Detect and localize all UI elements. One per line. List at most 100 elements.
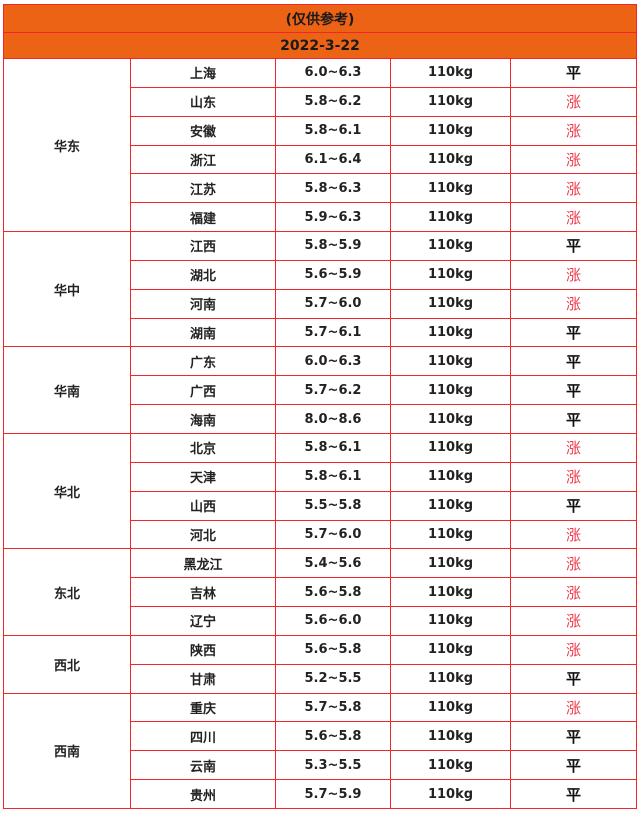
price-cell: 5.7~6.1	[275, 317, 391, 348]
price-cell: 5.2~5.5	[275, 663, 391, 694]
province-cell: 浙江	[130, 144, 276, 175]
price-cell: 5.7~6.0	[275, 288, 391, 319]
province-cell: 海南	[130, 404, 276, 434]
price-cell: 5.3~5.5	[275, 750, 391, 781]
table-row: 山西 5.5~5.8 110kg 平	[4, 490, 638, 521]
price-cell: 5.7~5.8	[275, 692, 391, 723]
price-cell: 5.9~6.3	[275, 202, 391, 233]
trend-cell: 平	[509, 721, 638, 752]
price-cell: 5.8~6.1	[275, 461, 391, 492]
table-row: 贵州 5.7~5.9 110kg 平	[4, 779, 638, 809]
weight-cell: 110kg	[390, 317, 511, 348]
trend-cell: 平	[509, 231, 638, 261]
region-cell: 西南	[3, 692, 131, 809]
weight-cell: 110kg	[390, 58, 511, 88]
region-cell: 西北	[3, 634, 131, 694]
weight-cell: 110kg	[390, 490, 511, 521]
price-cell: 6.0~6.3	[275, 346, 391, 377]
weight-cell: 110kg	[390, 375, 511, 406]
trend-cell: 平	[509, 317, 638, 348]
province-cell: 湖南	[130, 317, 276, 348]
price-cell: 5.8~6.1	[275, 115, 391, 146]
weight-cell: 110kg	[390, 115, 511, 146]
note-row: (仅供参考)	[2, 4, 638, 33]
province-cell: 云南	[130, 750, 276, 781]
province-cell: 上海	[130, 58, 276, 88]
table-row: 河南 5.7~6.0 110kg 涨	[4, 288, 638, 319]
trend-cell: 平	[509, 404, 638, 434]
province-cell: 广西	[130, 375, 276, 406]
trend-cell: 涨	[509, 577, 638, 608]
table-row: 华东 上海 6.0~6.3 110kg 平	[3, 57, 638, 233]
trend-cell: 涨	[509, 86, 638, 117]
price-cell: 5.5~5.8	[275, 490, 391, 521]
table-row: 广西 5.7~6.2 110kg 平	[4, 375, 638, 406]
price-table: (仅供参考) 2022-3-22 华东 上海 6.0~6.3 110kg 平山东 5.8~…	[2, 4, 638, 809]
price-cell: 5.7~6.0	[275, 519, 391, 550]
province-cell: 福建	[130, 202, 276, 233]
region-cell: 华东	[3, 57, 131, 233]
table-row: 安徽 5.8~6.1 110kg 涨	[4, 115, 638, 146]
weight-cell: 110kg	[390, 404, 511, 434]
weight-cell: 110kg	[390, 202, 511, 233]
province-cell: 湖北	[130, 259, 276, 290]
province-cell: 辽宁	[130, 606, 276, 636]
province-cell: 山东	[130, 86, 276, 117]
weight-cell: 110kg	[390, 231, 511, 261]
price-cell: 5.6~5.8	[275, 721, 391, 752]
table-row: 华中 江西 5.8~5.9 110kg 平	[3, 231, 638, 348]
table-row: 甘肃 5.2~5.5 110kg 平	[4, 663, 638, 694]
province-cell: 江苏	[130, 173, 276, 204]
trend-cell: 平	[509, 346, 638, 377]
table-row: 天津 5.8~6.1 110kg 涨	[4, 461, 638, 492]
table-row: 浙江 6.1~6.4 110kg 涨	[4, 144, 638, 175]
weight-cell: 110kg	[390, 432, 511, 463]
table-row: 湖南 5.7~6.1 110kg 平	[4, 317, 638, 348]
table-row: 湖北 5.6~5.9 110kg 涨	[4, 259, 638, 290]
weight-cell: 110kg	[390, 519, 511, 550]
weight-cell: 110kg	[390, 577, 511, 608]
table-row: 华南 广东 6.0~6.3 110kg 平	[3, 346, 638, 434]
weight-cell: 110kg	[390, 346, 511, 377]
table-row: 福建 5.9~6.3 110kg 涨	[4, 202, 638, 233]
price-cell: 6.0~6.3	[275, 58, 391, 88]
table-row: 江苏 5.8~6.3 110kg 涨	[4, 173, 638, 204]
trend-cell: 涨	[509, 692, 638, 723]
weight-cell: 110kg	[390, 663, 511, 694]
province-cell: 四川	[130, 721, 276, 752]
price-cell: 5.4~5.6	[275, 548, 391, 579]
weight-cell: 110kg	[390, 779, 511, 809]
trend-cell: 涨	[509, 461, 638, 492]
region-cell: 华北	[3, 432, 131, 550]
province-cell: 山西	[130, 490, 276, 521]
province-cell: 吉林	[130, 577, 276, 608]
table-row: 吉林 5.6~5.8 110kg 涨	[4, 577, 638, 608]
weight-cell: 110kg	[390, 692, 511, 723]
trend-cell: 涨	[509, 259, 638, 290]
province-cell: 重庆	[130, 692, 276, 723]
province-cell: 黑龙江	[130, 548, 276, 579]
trend-cell: 平	[509, 750, 638, 781]
province-cell: 河北	[130, 519, 276, 550]
table-row: 云南 5.3~5.5 110kg 平	[4, 750, 638, 781]
trend-cell: 涨	[509, 548, 638, 579]
table-row: 山东 5.8~6.2 110kg 涨	[4, 86, 638, 117]
province-cell: 天津	[130, 461, 276, 492]
price-cell: 6.1~6.4	[275, 144, 391, 175]
trend-cell: 涨	[509, 115, 638, 146]
region-cell: 东北	[3, 548, 131, 636]
province-cell: 北京	[130, 432, 276, 463]
price-cell: 5.8~5.9	[275, 231, 391, 261]
region-cell: 华南	[3, 346, 131, 434]
province-cell: 江西	[130, 231, 276, 261]
trend-cell: 涨	[509, 288, 638, 319]
table-row: 华北 北京 5.8~6.1 110kg 涨	[3, 432, 638, 550]
price-cell: 5.6~6.0	[275, 606, 391, 636]
price-cell: 5.8~6.3	[275, 173, 391, 204]
trend-cell: 涨	[509, 202, 638, 233]
trend-cell: 涨	[509, 634, 638, 665]
price-cell: 5.8~6.1	[275, 432, 391, 463]
province-cell: 陕西	[130, 634, 276, 665]
province-cell: 贵州	[130, 779, 276, 809]
province-cell: 安徽	[130, 115, 276, 146]
